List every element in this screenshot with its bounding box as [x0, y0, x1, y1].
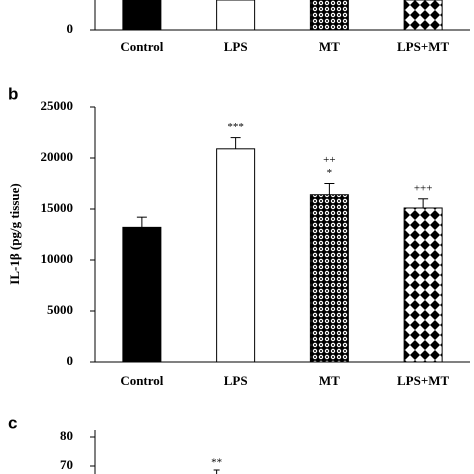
significance-label: * — [327, 167, 333, 179]
bar — [216, 148, 256, 363]
significance-label: +++ — [414, 182, 433, 194]
bar — [403, 207, 443, 363]
bar-cropped — [216, 0, 256, 31]
y-tick-label: 0 — [67, 353, 74, 368]
x-tick-label: Control — [120, 373, 163, 388]
y-tick-label: 80 — [60, 428, 73, 443]
y-tick-label: 20000 — [41, 149, 74, 164]
bar — [309, 194, 349, 363]
y-axis-label: IL-1β (pg/g tissue) — [7, 183, 22, 284]
x-tick-label: LPS — [224, 373, 248, 388]
panel-b: b IL-1β (pg/g tissue) 0 5000 10000 15000 20000… — [7, 84, 470, 388]
bar-cropped — [309, 0, 349, 31]
significance-label: ++ — [323, 154, 335, 166]
x-tick-label: LPS+MT — [397, 39, 450, 54]
panel-c: c 70 80 ** — [8, 413, 222, 474]
significance-label: ** — [211, 457, 222, 469]
y-tick-label: 15000 — [41, 200, 74, 215]
x-tick-label: Control — [120, 39, 163, 54]
significance-label: *** — [227, 121, 244, 133]
x-tick-label: MT — [319, 39, 340, 54]
x-tick-label: LPS+MT — [397, 373, 450, 388]
panel-label: c — [8, 413, 17, 432]
y-tick-label: 5000 — [47, 302, 73, 317]
y-tick-label: 70 — [60, 457, 73, 472]
bar-cropped — [403, 0, 443, 31]
y-tick-label: 0 — [67, 21, 74, 36]
x-tick-label: MT — [319, 373, 340, 388]
panel-label: b — [8, 84, 18, 103]
bar — [122, 226, 162, 363]
x-tick-label: LPS — [224, 39, 248, 54]
bar-cropped — [122, 0, 162, 31]
panel-a: 0 Control LPS MT LPS+MT — [67, 0, 470, 54]
y-tick-label: 10000 — [41, 251, 74, 266]
y-tick-label: 25000 — [41, 98, 74, 113]
